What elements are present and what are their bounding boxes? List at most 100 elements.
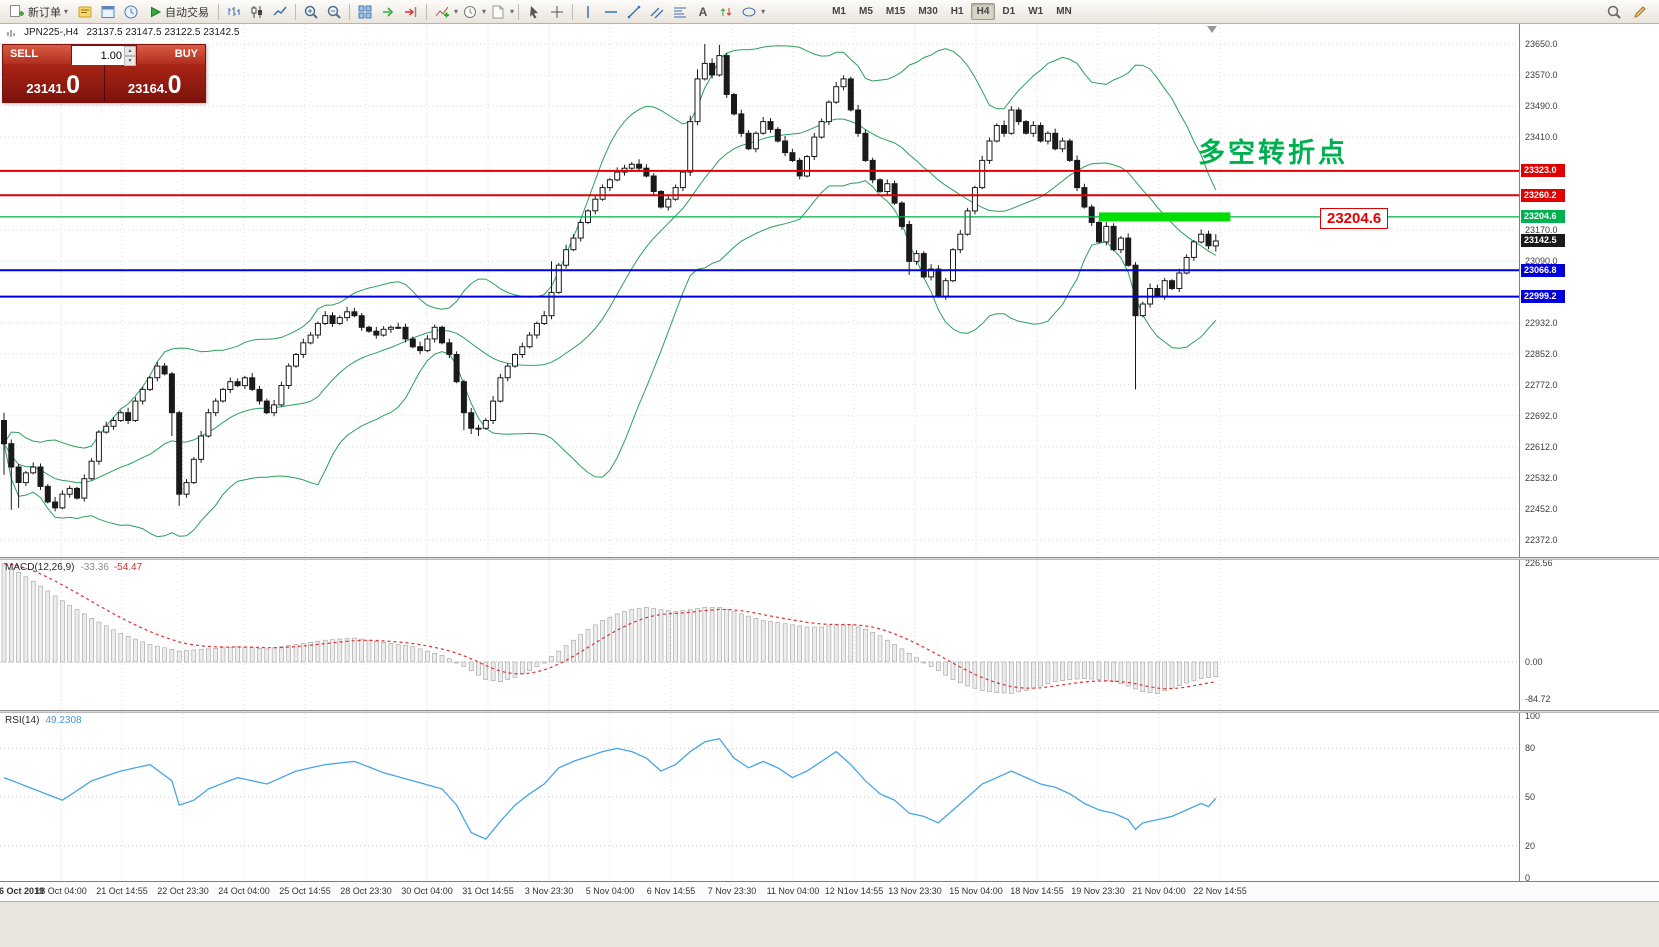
tf-button-D1[interactable]: D1 — [1002, 6, 1016, 17]
price-tick: 22612.0 — [1525, 441, 1558, 452]
price-tag: 22999.2 — [1521, 290, 1565, 304]
metaeditor-icon[interactable] — [74, 2, 96, 22]
chevron-down-icon[interactable]: ▾ — [761, 7, 766, 16]
price-axis[interactable]: 23650.0 23570.0 23490.0 23410.0 23170.0 23090… — [1519, 24, 1659, 883]
main-chart[interactable] — [0, 24, 1519, 557]
rsi-panel[interactable] — [0, 713, 1519, 881]
macd-indicator-label: MACD(12,26,9) -33.36 -54.47 — [5, 562, 142, 573]
volume-spinner[interactable]: ▲ ▼ — [124, 46, 136, 66]
tf-button-M5[interactable]: M5 — [858, 6, 873, 17]
vertical-line-tool-icon[interactable] — [577, 2, 599, 22]
chevron-down-icon[interactable]: ▾ — [454, 7, 459, 16]
tf-button-MN[interactable]: MN — [1056, 6, 1072, 17]
toolbar-separator — [349, 3, 351, 20]
ohlc-values: 23137.5 23147.5 23122.5 23142.5 — [86, 27, 240, 38]
templates-icon[interactable] — [487, 2, 509, 22]
chart-shift-icon[interactable] — [400, 2, 422, 22]
rsi-scale-tick: 100 — [1525, 711, 1541, 721]
chart-shift-marker-icon[interactable] — [1207, 26, 1217, 33]
channel-tool-icon[interactable] — [646, 2, 668, 22]
buy-label: BUY — [174, 48, 198, 60]
new-order-button[interactable]: 新订单 ▾ — [4, 2, 73, 22]
macd-signal-value: -54.47 — [113, 562, 143, 573]
rsi-indicator-label: RSI(14) 49.2308 — [5, 715, 82, 726]
price-tag: 23260.2 — [1521, 188, 1565, 202]
tf-button-M15[interactable]: M15 — [885, 6, 906, 17]
spinner-down-icon[interactable]: ▼ — [124, 56, 136, 66]
trendline-tool-icon[interactable] — [623, 2, 645, 22]
trade-panel-prices: 23141. 0 23164. 0 — [2, 64, 206, 103]
tf-button-M30[interactable]: M30 — [918, 6, 938, 17]
chevron-down-icon[interactable]: ▾ — [482, 7, 487, 16]
spinner-up-icon[interactable]: ▲ — [124, 46, 136, 56]
new-order-icon — [10, 5, 24, 17]
time-label: 30 Oct 04:00 — [401, 886, 453, 896]
one-click-trading-panel: SELL ▲▼ BUY 23141.0 23164.0 — [2, 44, 206, 103]
new-order-label: 新订单 — [28, 6, 61, 19]
chart-profile-icon[interactable] — [97, 2, 119, 22]
panel-separator[interactable] — [0, 557, 1659, 560]
time-label: 18 Oct 04:00 — [35, 886, 87, 896]
price-tag: 23142.5 — [1521, 234, 1565, 248]
price-tick: 23170.0 — [1525, 225, 1558, 236]
status-area — [0, 901, 1659, 947]
cursor-icon[interactable] — [523, 2, 545, 22]
tile-windows-icon[interactable] — [354, 2, 376, 22]
rsi-scale-tick: 0 — [1525, 873, 1531, 883]
auto-scroll-icon[interactable] — [377, 2, 399, 22]
sell-price-button[interactable]: 23141. 0 — [3, 64, 104, 102]
tf-button-H1[interactable]: H1 — [950, 6, 964, 17]
tf-button-H4[interactable]: H4 — [970, 3, 996, 20]
divider — [103, 64, 105, 102]
crosshair-icon[interactable] — [546, 2, 568, 22]
horizontal-line-tool-icon[interactable] — [600, 2, 622, 22]
main-toolbar: 新订单 ▾ 自动交易 ▾ ▾ ▾ — [0, 0, 1659, 24]
price-tag: 23066.8 — [1521, 263, 1565, 277]
chevron-down-icon[interactable]: ▾ — [510, 7, 515, 16]
trade-panel-header: SELL ▲▼ BUY — [2, 44, 206, 66]
periods-icon[interactable] — [459, 2, 481, 22]
autotrading-button[interactable]: 自动交易 — [143, 2, 214, 22]
buy-price: 23164. — [127, 80, 168, 96]
price-tick: 22452.0 — [1525, 503, 1558, 514]
chart-header: JPN225-,H4 23137.5 23147.5 23122.5 23142… — [6, 27, 239, 38]
price-tick: 23090.0 — [1525, 256, 1558, 267]
line-chart-icon[interactable] — [269, 2, 291, 22]
search-icon[interactable] — [1603, 2, 1625, 22]
zoom-in-icon[interactable] — [300, 2, 322, 22]
rsi-value: 49.2308 — [45, 715, 82, 726]
zoom-out-icon[interactable] — [323, 2, 345, 22]
market-watch-icon[interactable] — [120, 2, 142, 22]
timeframe-toolbar: M1 M5 M15 M30 H1 H4 D1 W1 MN — [826, 3, 1078, 20]
sell-price-big-digit: 0 — [66, 71, 81, 99]
pencil-icon[interactable] — [1629, 2, 1651, 22]
price-tick: 22692.0 — [1525, 410, 1558, 421]
buy-price-button[interactable]: 23164. 0 — [105, 64, 206, 102]
price-tick: 23410.0 — [1525, 132, 1558, 143]
macd-main-value: -33.36 — [80, 562, 109, 573]
arrows-tool-icon[interactable] — [715, 2, 737, 22]
bar-chart-icon[interactable] — [223, 2, 245, 22]
time-label: 22 Nov 14:55 — [1193, 886, 1247, 896]
panel-separator[interactable] — [0, 710, 1659, 713]
rsi-scale-tick: 20 — [1525, 840, 1536, 851]
volume-input[interactable] — [72, 47, 136, 65]
tf-button-M1[interactable]: M1 — [832, 6, 846, 17]
autotrading-icon — [151, 6, 162, 17]
time-label: 28 Oct 23:30 — [340, 886, 392, 896]
fibonacci-tool-icon[interactable] — [669, 2, 691, 22]
macd-scale-tick: -84.72 — [1525, 694, 1551, 705]
time-label: 16 Oct 2019 — [0, 886, 45, 896]
time-label: 3 Nov 23:30 — [524, 886, 574, 896]
time-label: 7 Nov 23:30 — [707, 886, 757, 896]
macd-panel[interactable] — [0, 560, 1519, 710]
price-tick: 22372.0 — [1525, 535, 1558, 545]
tf-button-W1[interactable]: W1 — [1028, 6, 1044, 17]
text-tool-icon[interactable]: A — [692, 2, 714, 22]
indicators-icon[interactable] — [431, 2, 453, 22]
shapes-tool-icon[interactable] — [738, 2, 760, 22]
toolbar-separator — [426, 3, 428, 20]
candlestick-chart-icon[interactable] — [246, 2, 268, 22]
